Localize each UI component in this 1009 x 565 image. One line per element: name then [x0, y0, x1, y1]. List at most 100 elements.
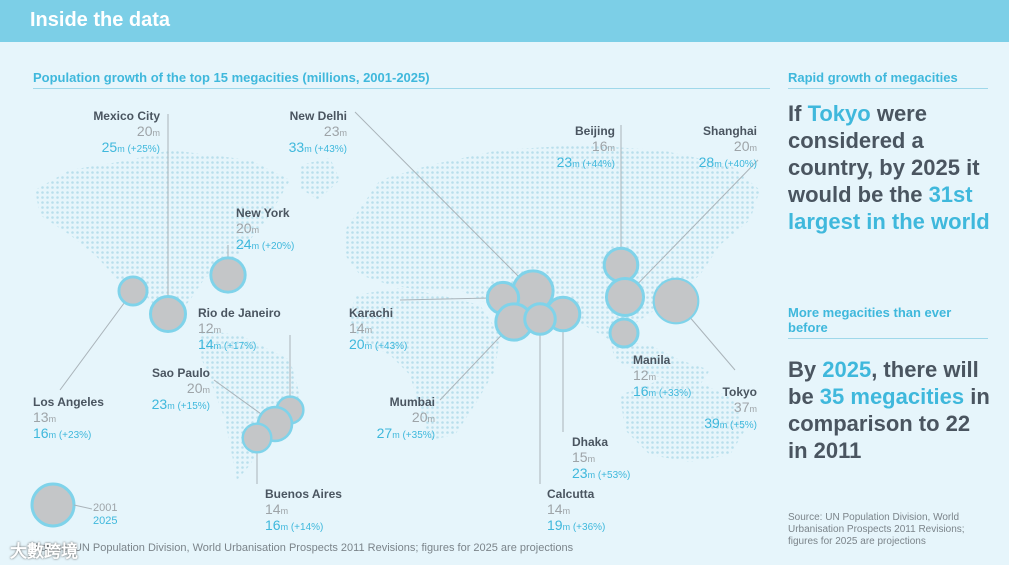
- city-growth: (+15%): [174, 401, 210, 412]
- bubble-2001-tokyo: [654, 279, 698, 323]
- map-section-rule: [33, 88, 770, 89]
- city-pop-2001: 14m: [265, 501, 289, 517]
- city-growth: (+23%): [56, 430, 92, 441]
- city-growth: (+25%): [124, 144, 160, 155]
- side-section-title: Rapid growth of megacities: [788, 70, 958, 85]
- city-label-buenos-aires: Buenos Aires 14m 16m (+14%): [265, 488, 342, 533]
- header-bar: Inside the data: [0, 0, 1009, 42]
- bubble-2001-beijing: [607, 251, 635, 279]
- bubble-2001-mumbai: [498, 306, 530, 338]
- bubble-2001-buenos-aires: [243, 424, 271, 452]
- leader-line-shanghai: [624, 159, 759, 298]
- side-section-rule: [788, 88, 988, 89]
- bubble-2001-shanghai: [609, 281, 641, 313]
- city-name: Buenos Aires: [265, 487, 342, 501]
- side-source: Source: UN Population Division, World Ur…: [788, 512, 965, 547]
- city-label-tokyo: Tokyo 37m 39m (+5%): [704, 386, 757, 431]
- city-pop-2001: 37m: [733, 399, 757, 415]
- leader-line-new-delhi: [354, 111, 534, 292]
- megacities-subtitle: More megacities than ever before: [788, 305, 952, 335]
- continent-south-america: [200, 330, 300, 480]
- city-growth: (+36%): [570, 522, 606, 533]
- city-label-calcutta: Calcutta 14m 19m (+36%): [547, 488, 605, 533]
- city-label-mexico-city: Mexico City 20m 25m (+25%): [93, 110, 160, 155]
- bubble-2001-new-delhi: [516, 274, 550, 308]
- city-pop-2025: 19m (+36%): [547, 517, 606, 533]
- city-label-rio-de-janeiro: Rio de Janeiro 12m 14m (+17%): [198, 307, 281, 352]
- bubble-2001-manila: [611, 320, 637, 346]
- city-label-shanghai: Shanghai 20m 28m (+40%): [699, 125, 757, 170]
- megacities-fact-year: 2025: [822, 357, 872, 382]
- city-pop-2025: 14m (+17%): [198, 336, 257, 352]
- page-title: Inside the data: [30, 9, 171, 31]
- city-pop-2001: 23m: [323, 123, 347, 139]
- legend-label-2001: 2001: [93, 502, 118, 514]
- city-name: Mexico City: [93, 109, 160, 123]
- city-pop-2025: 23m (+53%): [572, 465, 631, 481]
- map-section-title: Population growth of the top 15 megaciti…: [33, 70, 430, 85]
- legend: 2001 2025: [93, 502, 117, 528]
- city-pop-2001: 12m: [633, 367, 657, 383]
- megacities-fact: By 2025, there will be 35 megacities in …: [788, 356, 993, 464]
- city-pop-2025: 20m (+43%): [349, 336, 408, 352]
- megacities-fact-text-e: in comparison to 22 in 2011: [788, 384, 990, 463]
- city-name: Tokyo: [722, 385, 757, 399]
- city-name: Shanghai: [702, 124, 757, 138]
- bubbles: [117, 246, 700, 454]
- city-pop-2025: 16m (+14%): [265, 517, 324, 533]
- city-name: Dhaka: [572, 435, 609, 449]
- city-name: Los Angeles: [33, 395, 104, 409]
- tokyo-fact-text-a: If: [788, 101, 808, 126]
- city-label-karachi: Karachi 14m 20m (+43%): [349, 307, 407, 352]
- megacities-rule: [788, 338, 988, 339]
- city-pop-2001: 13m: [33, 409, 57, 425]
- city-growth: (+44%): [579, 159, 615, 170]
- city-label-new-york: New York 20m 24m (+20%): [236, 207, 294, 252]
- tokyo-fact: If Tokyo were considered a country, by 2…: [788, 100, 993, 235]
- city-growth: (+40%): [721, 159, 757, 170]
- continent-southeast-asia: [610, 340, 710, 385]
- city-name: Beijing: [574, 124, 615, 138]
- city-growth: (+35%): [399, 430, 435, 441]
- tokyo-fact-highlight-rank: 31st largest in the world: [788, 182, 990, 234]
- city-pop-2025: 23m (+44%): [556, 154, 615, 170]
- city-name: Calcutta: [547, 487, 595, 501]
- legend-line: [73, 504, 93, 510]
- legend-label-2025: 2025: [93, 515, 118, 527]
- bubble-2001-calcutta: [526, 305, 554, 333]
- city-pop-2001: 16m: [591, 138, 615, 154]
- city-name: Sao Paulo: [151, 366, 210, 380]
- tokyo-fact-text-c: were considered a country, by 2025 it wo…: [788, 101, 980, 207]
- city-pop-2001: 14m: [547, 501, 571, 517]
- footer-source: Source: UN Population Division, World Ur…: [33, 542, 574, 554]
- watermark: 大數跨境: [10, 542, 78, 562]
- city-pop-2001: 20m: [411, 409, 435, 425]
- leader-lines: [59, 111, 759, 484]
- city-growth: (+17%): [221, 341, 257, 352]
- city-label-los-angeles: Los Angeles 13m 16m (+23%): [33, 396, 104, 441]
- city-growth: (+20%): [259, 241, 295, 252]
- city-pop-2001: 12m: [198, 320, 222, 336]
- city-pop-2025: 23m (+15%): [151, 396, 210, 412]
- city-name: Rio de Janeiro: [198, 306, 281, 320]
- city-name: Mumbai: [389, 395, 435, 409]
- leader-line-karachi: [399, 297, 491, 301]
- city-name: Karachi: [349, 306, 394, 320]
- city-label-beijing: Beijing 16m 23m (+44%): [557, 125, 615, 170]
- city-name: New York: [236, 206, 290, 220]
- legend-bubble-2001: [36, 490, 70, 524]
- bubble-2001-new-york: [212, 259, 244, 291]
- city-growth: (+5%): [727, 420, 757, 431]
- bubble-2001-los-angeles: [120, 278, 146, 304]
- bubble-2001-mexico-city: [152, 298, 184, 330]
- continent-africa: [350, 288, 500, 440]
- megacities-fact-text-c: , there will be: [788, 357, 979, 409]
- continent-greenland: [300, 158, 340, 200]
- city-label-dhaka: Dhaka 15m 23m (+53%): [572, 436, 630, 481]
- continent-north-america: [35, 150, 290, 318]
- city-growth: (+33%): [656, 388, 692, 399]
- city-name: New Delhi: [289, 109, 347, 123]
- legend-symbol: [30, 482, 93, 528]
- city-pop-2025: 33m (+43%): [288, 139, 347, 155]
